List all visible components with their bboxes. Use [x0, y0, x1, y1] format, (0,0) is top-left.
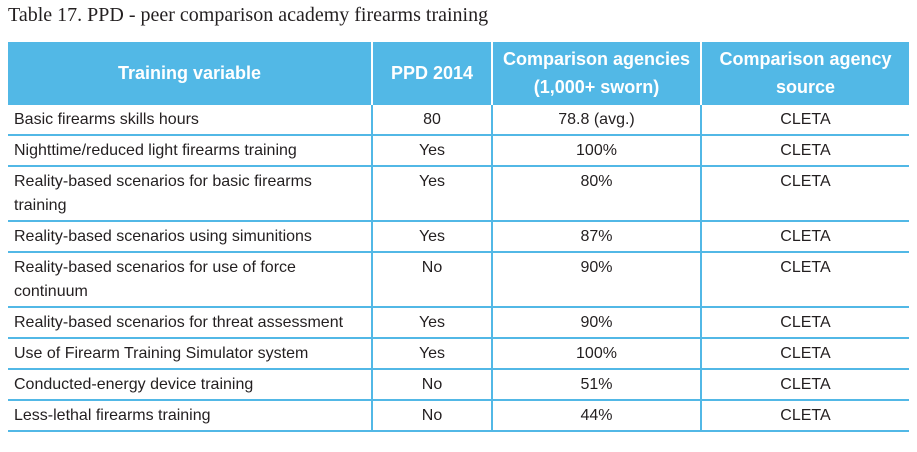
table-row: Use of Firearm Training Simulator system…: [8, 337, 909, 369]
cell-comparison: 100%: [491, 134, 701, 166]
cell-comparison: 90%: [491, 251, 701, 307]
cell-variable: Less-lethal firearms training: [8, 399, 372, 432]
table-row: Basic firearms skills hours 80 78.8 (avg…: [8, 103, 909, 135]
cell-comparison: 51%: [491, 368, 701, 400]
cell-variable: Use of Firearm Training Simulator system: [8, 337, 372, 369]
cell-source: CLETA: [700, 368, 909, 400]
cell-comparison: 87%: [491, 220, 701, 252]
table-row: Nighttime/reduced light firearms trainin…: [8, 134, 909, 166]
cell-variable: Nighttime/reduced light firearms trainin…: [8, 134, 372, 166]
cell-source: CLETA: [700, 220, 909, 252]
table-row: Conducted-energy device training No 51% …: [8, 368, 909, 400]
cell-variable: Reality-based scenarios for basic firear…: [8, 165, 372, 221]
table-row: Reality-based scenarios for threat asses…: [8, 306, 909, 338]
header-row: Training variable PPD 2014 Comparison ag…: [8, 42, 909, 104]
cell-source: CLETA: [700, 165, 909, 221]
comparison-table: Training variable PPD 2014 Comparison ag…: [8, 42, 909, 432]
header-comparison-source: Comparison agency source: [700, 42, 909, 104]
cell-comparison: 80%: [491, 165, 701, 221]
cell-source: CLETA: [700, 337, 909, 369]
cell-ppd: 80: [371, 103, 492, 135]
cell-variable: Conducted-energy device training: [8, 368, 372, 400]
table-caption: Table 17. PPD - peer comparison academy …: [8, 4, 489, 26]
cell-ppd: Yes: [371, 220, 492, 252]
cell-comparison: 78.8 (avg.): [491, 103, 701, 135]
header-ppd-2014: PPD 2014: [371, 42, 492, 104]
cell-variable: Basic firearms skills hours: [8, 103, 372, 135]
cell-ppd: Yes: [371, 337, 492, 369]
cell-variable: Reality-based scenarios for use of force…: [8, 251, 372, 307]
cell-ppd: Yes: [371, 134, 492, 166]
header-comparison-agencies: Comparison agencies (1,000+ sworn): [491, 42, 701, 104]
cell-source: CLETA: [700, 103, 909, 135]
table-row: Less-lethal firearms training No 44% CLE…: [8, 399, 909, 432]
cell-source: CLETA: [700, 134, 909, 166]
cell-source: CLETA: [700, 306, 909, 338]
cell-ppd: No: [371, 399, 492, 432]
cell-comparison: 44%: [491, 399, 701, 432]
cell-source: CLETA: [700, 251, 909, 307]
cell-ppd: Yes: [371, 165, 492, 221]
header-training-variable: Training variable: [8, 42, 372, 104]
cell-comparison: 90%: [491, 306, 701, 338]
cell-variable: Reality-based scenarios using simunition…: [8, 220, 372, 252]
table-row: Reality-based scenarios for use of force…: [8, 251, 909, 307]
cell-variable: Reality-based scenarios for threat asses…: [8, 306, 372, 338]
cell-comparison: 100%: [491, 337, 701, 369]
cell-ppd: No: [371, 368, 492, 400]
cell-ppd: No: [371, 251, 492, 307]
cell-ppd: Yes: [371, 306, 492, 338]
table-row: Reality-based scenarios for basic firear…: [8, 165, 909, 221]
table-row: Reality-based scenarios using simunition…: [8, 220, 909, 252]
cell-source: CLETA: [700, 399, 909, 432]
